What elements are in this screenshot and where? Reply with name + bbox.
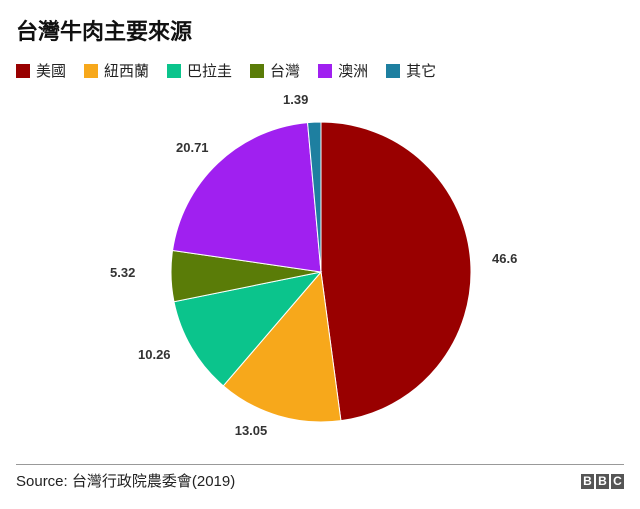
legend-swatch xyxy=(167,63,182,78)
pie-chart: 46.6 13.05 10.26 5.32 20.71 1.39 xyxy=(110,92,517,438)
pie-slice-5 xyxy=(307,121,322,273)
legend-item-new-zealand: 紐西蘭 xyxy=(84,60,149,81)
legend-label: 巴拉圭 xyxy=(187,62,233,80)
logo-letter: B xyxy=(596,474,609,489)
legend-label: 其它 xyxy=(406,62,437,80)
legend-item-usa: 美國 xyxy=(16,60,66,81)
legend-swatch xyxy=(318,63,333,78)
legend-swatch xyxy=(16,63,30,78)
legend-swatch xyxy=(84,63,99,78)
slice-value-label: 1.39 xyxy=(283,92,308,107)
pie-slice-4 xyxy=(171,122,322,273)
slice-value-label: 13.05 xyxy=(235,423,268,438)
bbc-logo: B B C xyxy=(579,474,624,489)
slice-value-label: 46.6 xyxy=(492,251,517,266)
legend: 美國 紐西蘭 巴拉圭 台灣 澳洲 其它 xyxy=(16,60,454,81)
legend-item-paraguay: 巴拉圭 xyxy=(167,60,232,81)
logo-letter: B xyxy=(581,474,594,489)
legend-item-taiwan: 台灣 xyxy=(250,60,300,81)
legend-label: 美國 xyxy=(36,62,67,80)
legend-swatch xyxy=(386,63,401,78)
slice-value-label: 10.26 xyxy=(138,347,171,362)
pie-slice-0 xyxy=(320,121,472,422)
chart-title: 台灣牛肉主要來源 xyxy=(16,20,193,45)
legend-item-australia: 澳洲 xyxy=(318,60,368,81)
legend-swatch xyxy=(250,63,265,78)
legend-label: 澳洲 xyxy=(338,62,369,80)
legend-label: 紐西蘭 xyxy=(104,62,150,80)
pie-slice-2 xyxy=(173,271,323,387)
logo-letter: C xyxy=(611,474,624,489)
legend-label: 台灣 xyxy=(270,62,301,80)
source-text: Source: 台灣行政院農委會(2019) xyxy=(16,473,236,490)
pie-slice-1 xyxy=(222,270,342,423)
footer-divider xyxy=(16,464,624,465)
slice-value-label: 5.32 xyxy=(110,265,135,280)
slice-value-label: 20.71 xyxy=(176,140,209,155)
legend-item-other: 其它 xyxy=(386,60,436,81)
